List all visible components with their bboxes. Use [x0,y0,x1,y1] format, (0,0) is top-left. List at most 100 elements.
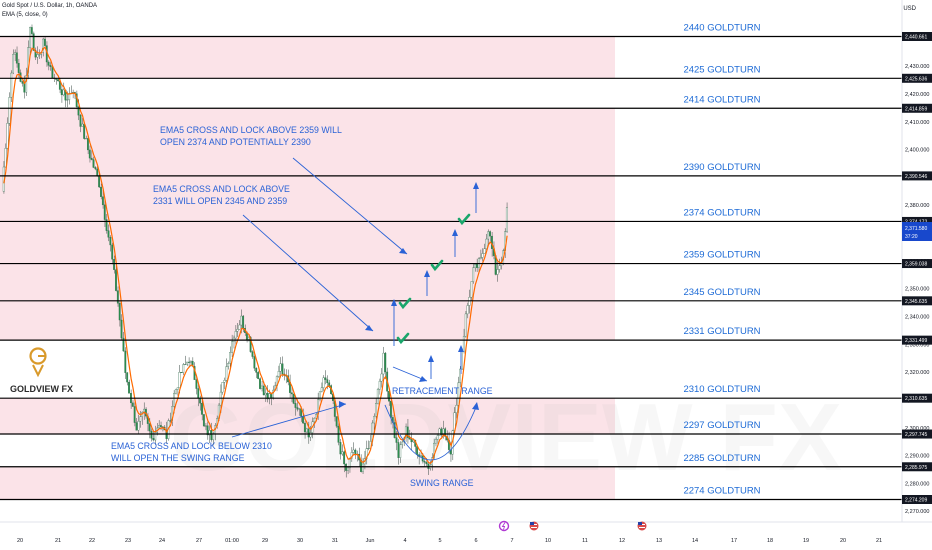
candle-body [397,442,400,458]
candle-body [124,350,127,373]
candle-body [240,315,243,326]
level-label: 2374 GOLDTURN [683,207,760,218]
candle-body [268,393,271,400]
candle-body [378,380,381,390]
candle-body [352,449,355,453]
price-tick-label: 2,270.000 [905,509,929,515]
level-zone [0,398,615,435]
candle-body [326,379,329,384]
candle-body [180,372,183,374]
time-tick-label: 13 [656,538,662,544]
price-level-boxes: 2,440.661 2,425.636 2,414.859 2,390.546 2,37… [902,32,932,504]
candle-body [94,167,97,170]
candle-body [410,439,413,443]
price-tick-label: 2,350.000 [905,287,929,293]
price-box-text: 2,390.546 [905,174,927,180]
level-label: 2297 GOLDTURN [683,420,760,431]
current-price-value: 2,371.580 [905,226,927,232]
candle-body [281,363,284,375]
time-tick-label: 29 [262,538,268,544]
candle-body [225,366,228,381]
candle-body [184,364,187,365]
candle-body [303,422,306,433]
time-tick-label: 18 [767,538,773,544]
candle-body [320,387,323,392]
candle-body [388,391,390,402]
levels-layer: 2440 GOLDTURN 2425 GOLDTURN 2414 GOLDTURN 2… [0,23,902,501]
candle-body [496,269,499,275]
candle-body [135,422,138,431]
time-tick-label: 5 [438,538,441,544]
price-box [902,73,932,83]
price-tick-label: 2,400.000 [905,148,929,154]
candle-body [62,89,65,96]
goldview-logo: GOLDVIEW FX [10,347,73,394]
candle-body [86,138,89,151]
time-tick-label: 10 [545,538,551,544]
candle-body [101,196,104,206]
candle-body [57,79,59,82]
candle-body [199,398,202,404]
price-tick-label: 2,380.000 [905,203,929,209]
candle-body [464,313,467,337]
candle-body [115,269,117,291]
price-box-text: 2,440.661 [905,35,927,41]
level-label: 2331 GOLDTURN [683,326,760,337]
symbol-title: Gold Spot / U.S. Dollar, 1h, OANDA [2,3,98,9]
currency-label[interactable]: USD [903,6,916,12]
candle-body [133,406,136,423]
candle-body [122,337,125,352]
candle-body [113,259,115,270]
time-tick-label: 23 [125,538,131,544]
us-flag-canton-icon [638,522,642,525]
time-tick-label: 4 [403,538,406,544]
candle-body [178,372,181,388]
candle-body [88,149,91,159]
candle-body [221,382,224,393]
candle-body [118,303,121,321]
candle-body [107,230,110,238]
candle-body [105,219,108,231]
candle-body [109,237,112,246]
candle-body [393,422,396,438]
candle-body [83,123,86,139]
candle-body [318,391,321,400]
candle-body [32,33,35,51]
price-box-text: 2,310.635 [905,396,927,402]
price-box-text: 2,359.038 [905,262,927,268]
lightning-bolt-icon [501,522,506,530]
goldview-g-icon [29,347,47,365]
candle-body [404,426,407,439]
us-flag-stripe-icon [639,527,645,528]
goldview-v-icon [32,364,44,378]
candle-body [361,463,364,472]
candle-body [208,430,211,436]
time-tick-label: 22 [89,538,95,544]
candle-body [47,61,50,66]
time-tick-label: 20 [840,538,846,544]
indicator-title[interactable]: EMA (5, close, 0) [2,12,48,18]
candle-body [266,392,269,400]
candle-body [131,402,134,407]
candle-body [90,157,93,160]
candle-body [100,186,102,197]
lightning-event-icon[interactable] [498,520,510,532]
time-tick-label: 01:00 [225,538,239,544]
candle-body [159,425,162,428]
candle-body [490,235,493,249]
candle-body [49,65,52,67]
candle-body [406,426,409,438]
price-box [902,171,932,181]
candle-body [341,451,344,455]
time-axis: 20 21 22 23 24 27 01:00 29 30 31 Jun 4 5 6 7 10 11 12 13 14… [17,538,882,544]
candle-body [111,244,114,260]
candle-body [30,27,33,34]
candle-body [487,231,490,240]
candle-body [479,257,482,259]
candle-body [25,75,28,93]
candle-body [85,138,87,140]
time-tick-label: 19 [803,538,809,544]
candle-body [137,421,140,431]
time-tick-label: 14 [692,538,698,544]
